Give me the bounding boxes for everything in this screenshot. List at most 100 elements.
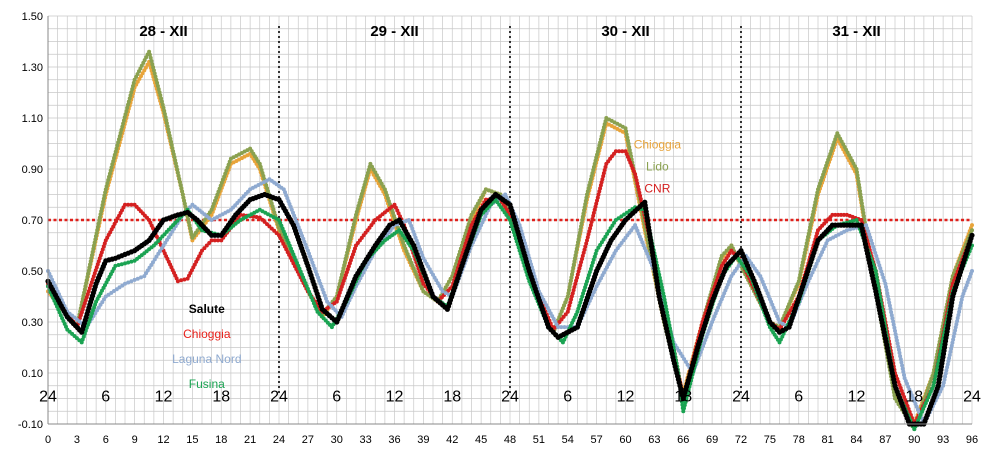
data-point [577,230,582,235]
data-point [854,218,859,222]
data-point [509,221,513,226]
data-point [906,407,911,411]
data-point [658,279,663,283]
data-point [666,316,671,321]
data-point [81,293,86,298]
x-tick-label: 24 [273,434,285,446]
data-point [682,403,687,408]
data-point [167,130,171,135]
data-point [560,306,565,311]
data-point [348,234,353,239]
data-point [483,214,488,219]
data-point [900,366,905,371]
data-point [257,161,262,166]
x-tick-label: 12 [157,434,169,446]
data-point [808,225,812,230]
data-point [627,145,632,149]
data-points [45,49,975,432]
data-point [596,192,601,197]
data-point [589,174,594,179]
x-tick-label: 18 [215,434,227,446]
data-point [82,287,87,292]
data-point [569,275,574,280]
data-point [570,269,575,273]
series-salute [45,191,975,427]
data-point [586,232,591,237]
x-tick-label: 39 [417,434,429,446]
data-point [624,132,629,137]
data-point [123,112,128,117]
tick-labels: -0.100.100.300.500.700.901.101.301.500 3 6… [18,11,981,446]
data-point [865,226,870,231]
data-point [107,174,111,179]
data-point [598,137,603,142]
data-point [308,254,313,259]
x-tick-label: 42 [446,434,458,446]
data-point [707,326,712,330]
data-point [579,260,584,265]
data-point [932,380,937,385]
data-point [896,344,901,349]
data-point [703,338,708,342]
data-point [595,149,600,154]
hour-label: 24 [732,389,750,406]
data-point [876,260,881,265]
data-point [970,223,974,228]
data-point [210,204,215,209]
data-point [116,263,121,267]
data-point [168,136,173,141]
data-point [577,233,582,238]
data-point [396,211,401,216]
data-point [309,257,314,262]
hour-label: 24 [963,389,981,406]
data-point [864,223,869,228]
data-point [98,212,103,217]
data-point [182,201,187,206]
data-point [598,140,603,145]
data-point [955,319,960,324]
data-point [580,218,585,222]
data-point [91,243,96,248]
data-point [226,162,231,167]
data-point [418,247,422,252]
data-point [970,228,974,233]
data-point [899,360,904,365]
data-point [189,229,193,234]
data-point [661,291,666,296]
data-point [897,350,902,355]
data-point [900,392,905,396]
data-point [953,325,958,330]
data-point [148,55,153,60]
data-point [114,146,119,151]
data-point [166,127,171,132]
data-point [317,278,322,283]
data-point [936,361,940,366]
data-point [628,151,633,156]
data-point [572,259,577,264]
data-point [590,260,595,265]
data-point [101,199,106,204]
data-point [889,310,894,315]
hour-label: 6 [101,389,110,406]
data-point [855,173,860,178]
data-point [186,220,191,225]
data-point [901,369,906,374]
data-point [629,154,634,159]
data-point [129,279,134,284]
data-point [508,218,512,222]
x-tick-label: 51 [533,434,545,446]
data-point [624,129,629,134]
data-point [222,174,227,179]
x-tick-label: 36 [388,434,400,446]
data-point [415,241,420,246]
data-point [571,288,576,293]
data-point [578,300,583,305]
data-point [858,189,862,193]
data-point [601,171,606,176]
data-point [896,347,901,352]
data-point [860,204,865,209]
data-point [839,212,844,217]
data-point [800,263,805,268]
data-point [202,246,207,251]
data-point [934,371,939,376]
